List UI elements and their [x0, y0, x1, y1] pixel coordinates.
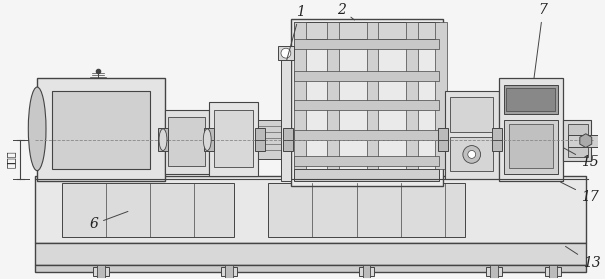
Bar [294, 169, 439, 181]
Bar [35, 243, 586, 264]
Bar [438, 128, 448, 151]
Bar [362, 264, 370, 279]
Bar [506, 88, 555, 111]
Ellipse shape [468, 150, 476, 158]
Bar [450, 137, 493, 171]
Text: 2: 2 [337, 3, 355, 20]
Bar [327, 22, 339, 169]
Bar [221, 266, 237, 276]
Ellipse shape [159, 129, 167, 150]
Text: 17: 17 [561, 182, 598, 204]
Text: 7: 7 [534, 3, 548, 78]
Bar [204, 128, 214, 151]
Bar [52, 90, 150, 169]
Bar [255, 128, 265, 151]
Bar [294, 39, 439, 49]
Bar [225, 264, 233, 279]
Bar [568, 135, 598, 146]
Bar [97, 264, 105, 279]
Bar [214, 110, 253, 167]
Bar [294, 22, 439, 39]
Bar [568, 124, 587, 157]
Ellipse shape [203, 129, 211, 150]
Bar [268, 183, 465, 237]
Bar [283, 128, 293, 151]
Bar [563, 120, 590, 161]
Bar [492, 128, 502, 151]
Bar [37, 78, 165, 181]
Bar [491, 264, 499, 279]
Text: 1: 1 [287, 5, 304, 60]
Bar [436, 22, 447, 169]
Bar [294, 130, 439, 140]
Bar [367, 22, 378, 169]
Bar [35, 176, 586, 243]
Bar [549, 264, 557, 279]
Bar [168, 117, 205, 166]
Bar [359, 266, 374, 276]
Text: 6: 6 [90, 211, 128, 231]
Bar [291, 19, 443, 186]
Bar [294, 157, 439, 166]
Bar [504, 120, 558, 174]
Bar [35, 264, 586, 272]
Ellipse shape [463, 146, 480, 163]
Bar [486, 266, 502, 276]
Bar [406, 22, 417, 169]
Bar [258, 120, 283, 159]
Bar [62, 183, 234, 237]
Bar [450, 97, 493, 132]
Bar [278, 46, 294, 60]
Bar [294, 22, 306, 169]
Bar [445, 90, 499, 179]
Ellipse shape [28, 87, 46, 171]
Bar [294, 71, 439, 81]
Bar [165, 110, 209, 174]
Bar [294, 100, 439, 110]
Bar [504, 85, 558, 114]
Bar [499, 78, 563, 181]
Bar [158, 128, 168, 151]
Ellipse shape [281, 48, 291, 58]
Bar [209, 102, 258, 176]
Bar [281, 48, 291, 181]
Text: 15: 15 [564, 148, 598, 169]
Text: 13: 13 [566, 246, 601, 270]
Bar [509, 124, 554, 168]
Text: 中心高: 中心高 [5, 151, 16, 168]
Bar [93, 266, 109, 276]
Bar [546, 266, 561, 276]
